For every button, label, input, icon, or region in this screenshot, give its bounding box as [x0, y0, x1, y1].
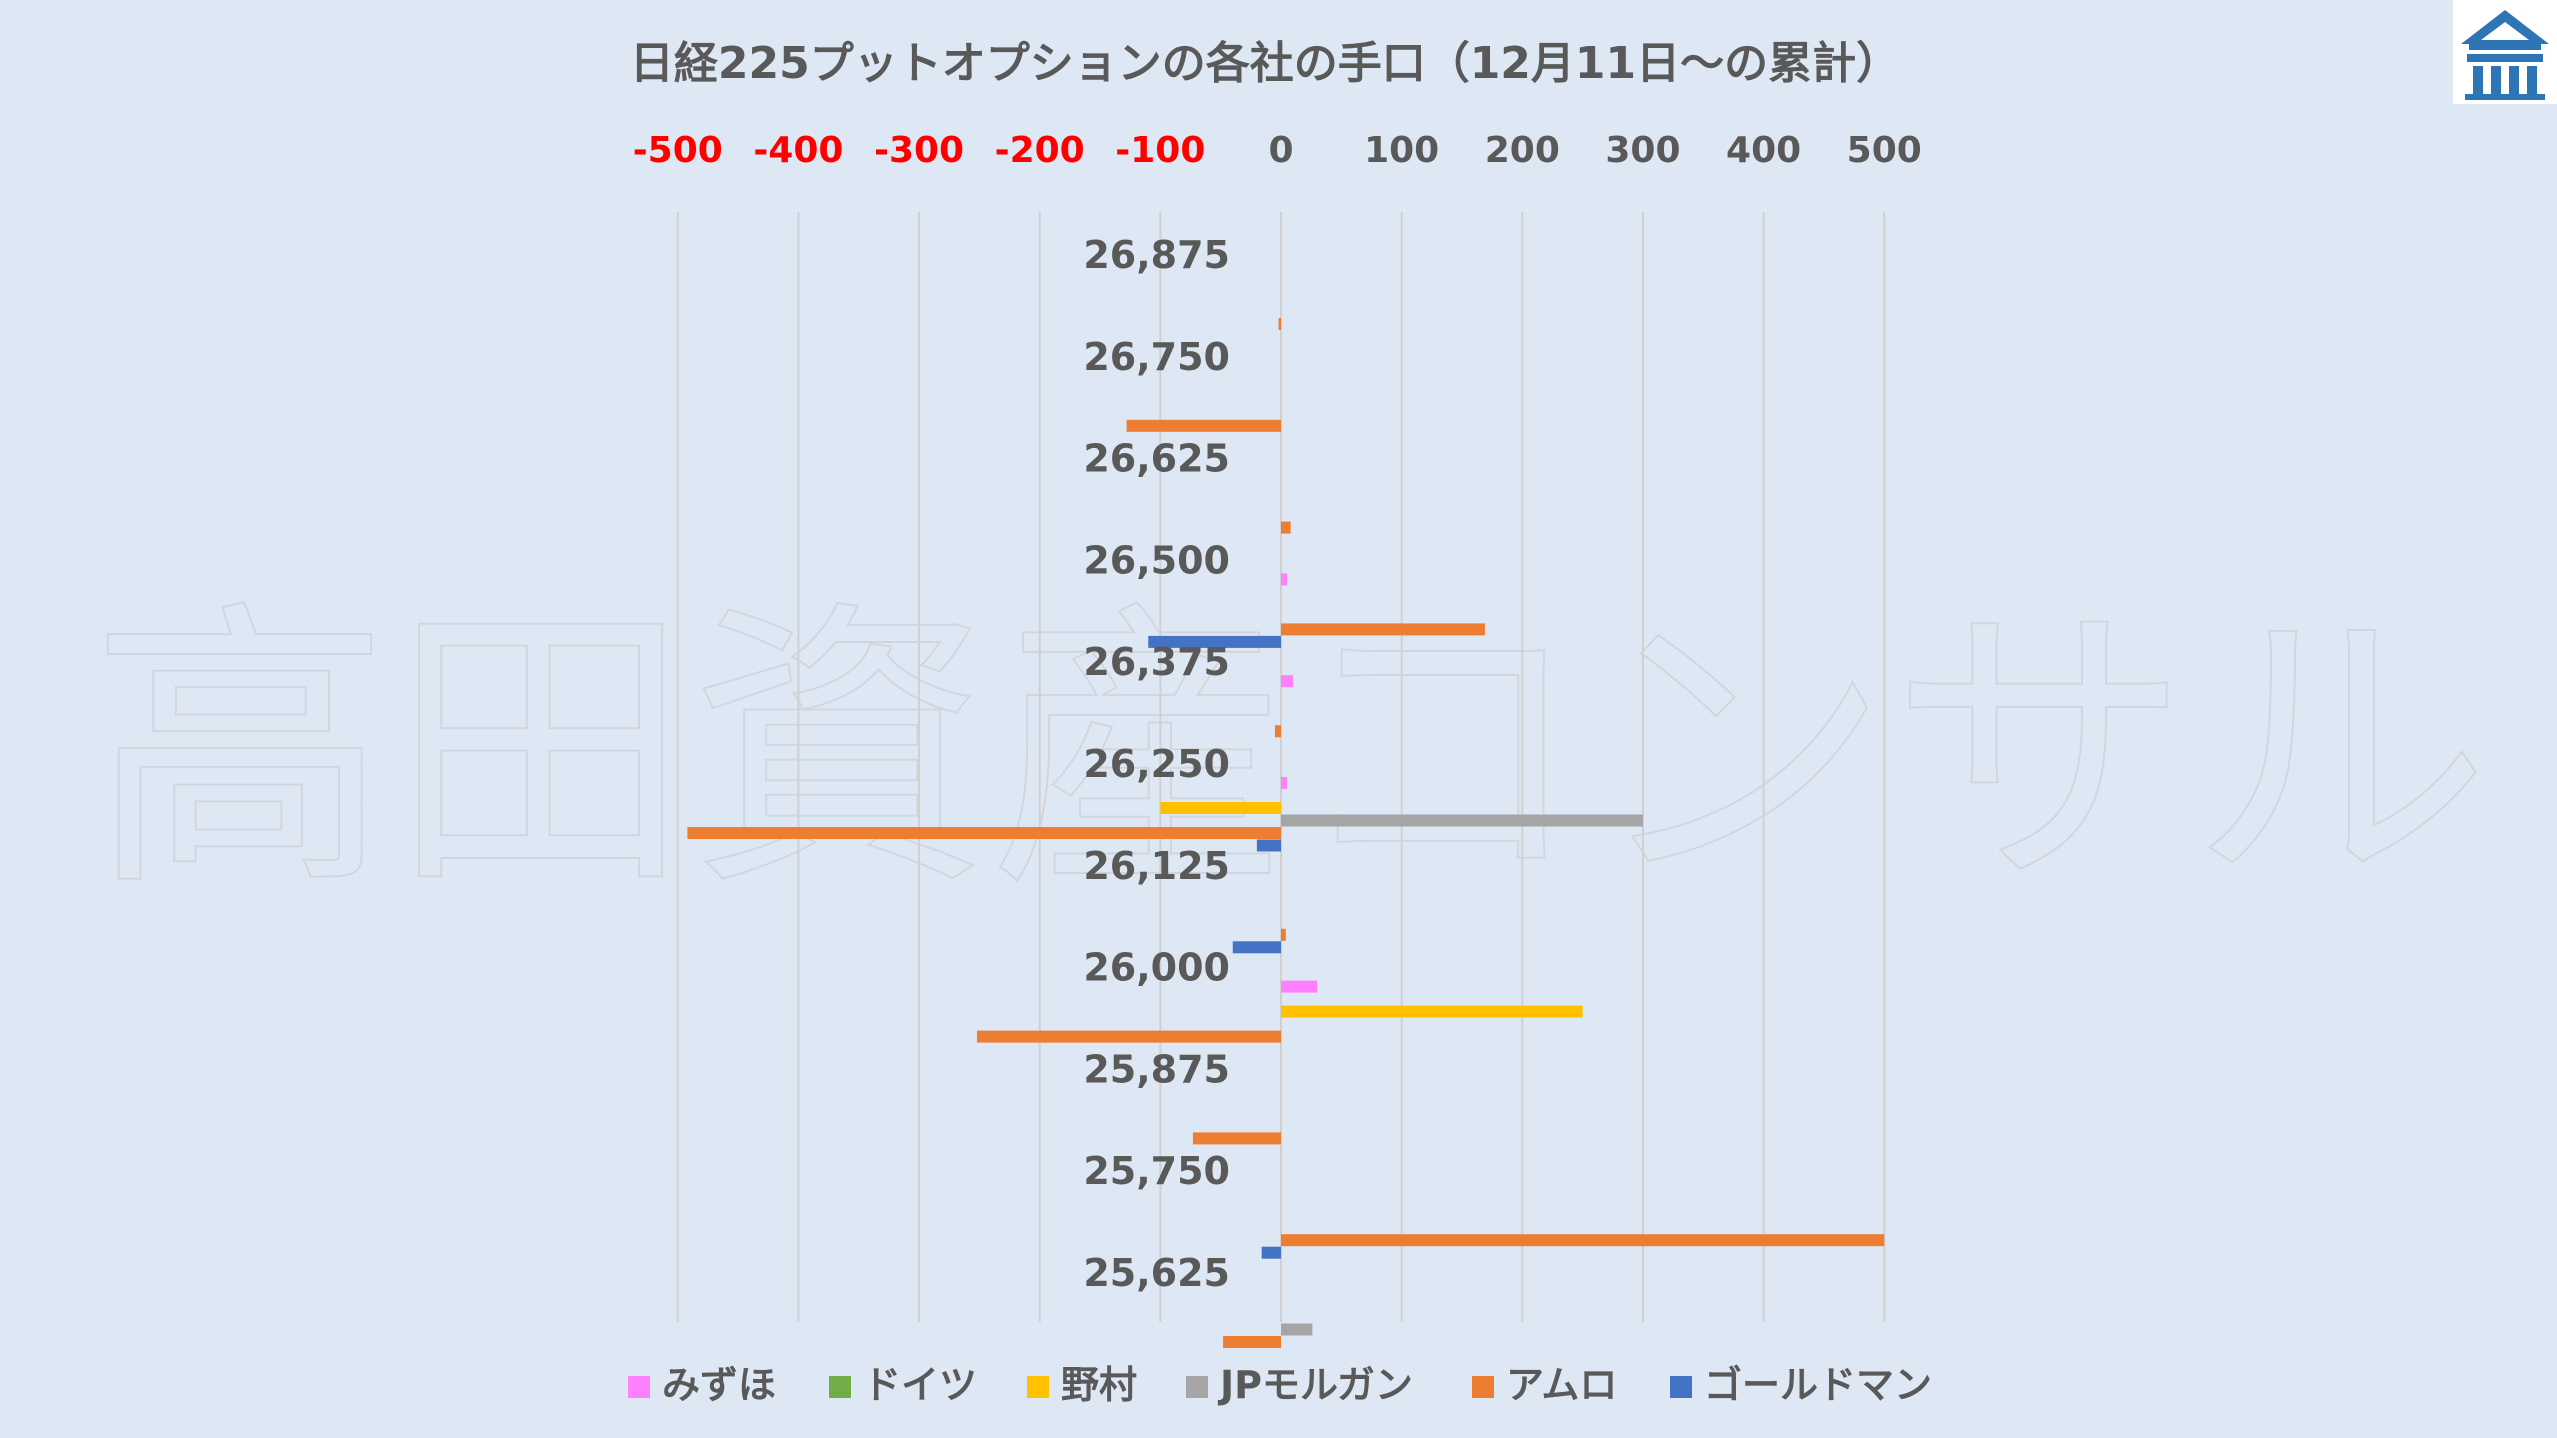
category-label: 26,250: [1083, 742, 1230, 786]
bar: [1278, 318, 1281, 330]
legend-label: JPモルガン: [1217, 1363, 1413, 1407]
legend-swatch: [628, 1376, 650, 1398]
x-axis-ticks: -500 -400 -300 -200 -100 0 100 200 300 400 500: [633, 130, 1922, 171]
bar: [1281, 980, 1318, 993]
chart-title: 日経225プットオプションの各社の手口（12月11日〜の累計）: [630, 38, 1900, 89]
bar: [1281, 777, 1288, 789]
bar: [1232, 941, 1281, 954]
category-label: 25,875: [1083, 1047, 1230, 1091]
bar: [1281, 814, 1643, 827]
legend-label: ドイツ: [863, 1363, 977, 1407]
bar: [1261, 1246, 1281, 1259]
bar: [1281, 1234, 1885, 1247]
x-tick-label: 0: [1268, 130, 1293, 171]
legend-label: アムロ: [1506, 1363, 1617, 1407]
bar: [1281, 675, 1294, 688]
x-tick-label: 500: [1847, 130, 1922, 171]
legend-label: みずほ: [662, 1363, 776, 1407]
bar: [1281, 1005, 1583, 1018]
house-logo-icon: [2453, 0, 2557, 104]
category-label: 26,000: [1083, 946, 1230, 990]
legend-label: 野村: [1061, 1363, 1137, 1407]
bar: [1160, 802, 1281, 814]
bar: [687, 827, 1281, 839]
bar: [1256, 839, 1281, 852]
bars: [687, 318, 1885, 1348]
bar: [1281, 1323, 1313, 1336]
x-tick-label: -500: [633, 130, 723, 171]
legend-swatch: [829, 1376, 851, 1398]
gridlines: [676, 212, 1886, 1322]
x-tick-label: -300: [874, 130, 964, 171]
bar: [1281, 521, 1291, 534]
x-tick-label: -100: [1115, 130, 1205, 171]
bar: [1223, 1336, 1281, 1348]
x-tick-label: -400: [753, 130, 843, 171]
category-label: 26,125: [1083, 844, 1230, 888]
legend-swatch: [1027, 1376, 1049, 1398]
bar: [1281, 573, 1288, 586]
legend-swatch: [1472, 1376, 1494, 1398]
category-label: 26,375: [1083, 640, 1230, 684]
legend: みずほ ドイツ 野村 JPモルガン アムロ ゴールドマン: [628, 1363, 1932, 1407]
bar: [976, 1030, 1281, 1043]
legend-swatch: [1186, 1376, 1208, 1398]
x-tick-label: 200: [1485, 130, 1560, 171]
category-labels: 26,875 26,750 26,625 26,500 26,375 26,250 26,1…: [1083, 233, 1230, 1295]
x-tick-label: 100: [1364, 130, 1439, 171]
bar: [1126, 419, 1281, 432]
category-label: 26,875: [1083, 233, 1230, 277]
bar: [1148, 635, 1281, 648]
bar: [1281, 928, 1286, 941]
x-tick-label: 400: [1726, 130, 1801, 171]
x-tick-label: 300: [1605, 130, 1680, 171]
bar: [1274, 725, 1281, 738]
category-label: 25,625: [1083, 1251, 1230, 1295]
legend-swatch: [1670, 1376, 1692, 1398]
x-tick-label: -200: [995, 130, 1085, 171]
category-label: 25,750: [1083, 1149, 1230, 1193]
category-label: 26,500: [1083, 538, 1230, 582]
bar: [1281, 623, 1485, 636]
bar: [1192, 1132, 1281, 1145]
category-label: 26,625: [1083, 437, 1230, 481]
category-label: 26,750: [1083, 335, 1230, 379]
legend-label: ゴールドマン: [1704, 1363, 1932, 1407]
